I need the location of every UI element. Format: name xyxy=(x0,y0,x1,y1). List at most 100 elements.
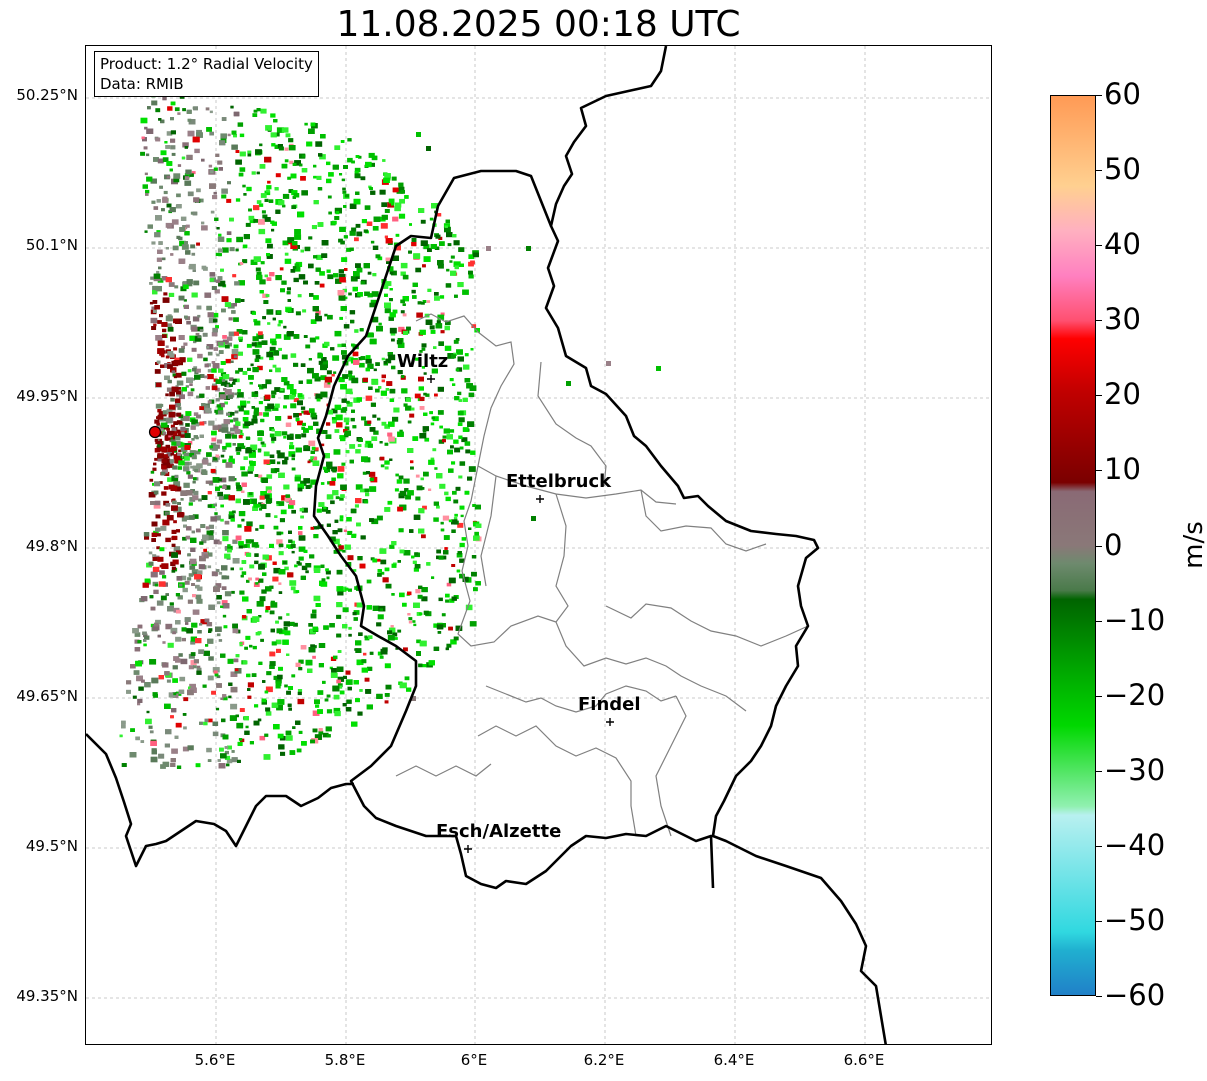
echo-pixel xyxy=(301,410,305,414)
echo-pixel xyxy=(400,271,406,276)
echo-pixel xyxy=(351,227,357,232)
echo-pixel xyxy=(203,266,208,271)
echo-pixel xyxy=(358,438,363,442)
radar-map[interactable] xyxy=(85,45,992,1045)
echo-pixel xyxy=(166,175,171,179)
echo-pixel xyxy=(215,626,222,632)
echo-pixel xyxy=(176,609,181,614)
echo-pixel xyxy=(245,725,249,729)
echo-pixel xyxy=(175,398,181,403)
echo-pixel xyxy=(319,283,325,288)
echo-pixel xyxy=(264,733,269,737)
echo-pixel xyxy=(383,177,390,183)
echo-pixel xyxy=(221,718,226,723)
echo-pixel xyxy=(215,456,220,460)
echo-pixel xyxy=(171,748,178,754)
echo-pixel xyxy=(176,380,184,386)
echo-pixel xyxy=(208,628,213,632)
echo-pixel xyxy=(155,403,162,409)
echo-pixel xyxy=(422,300,427,303)
echo-pixel xyxy=(182,713,187,716)
echo-pixel xyxy=(382,159,386,162)
echo-pixel xyxy=(290,243,298,249)
echo-pixel xyxy=(207,675,214,681)
echo-pixel xyxy=(416,639,421,644)
echo-pixel xyxy=(169,436,173,440)
echo-pixel xyxy=(363,229,368,233)
echo-pixel xyxy=(462,576,469,582)
echo-pixel xyxy=(170,758,176,763)
echo-pixel xyxy=(395,647,399,650)
echo-pixel xyxy=(363,667,369,672)
echo-pixel xyxy=(196,414,201,419)
echo-pixel xyxy=(190,547,196,552)
echo-pixel xyxy=(346,699,352,704)
echo-pixel xyxy=(412,295,417,299)
echo-pixel xyxy=(153,503,161,509)
echo-pixel xyxy=(370,402,376,407)
echo-pixel xyxy=(271,228,275,232)
echo-pixel xyxy=(144,126,148,130)
echo-pixel xyxy=(265,711,272,716)
echo-pixel xyxy=(244,646,248,650)
echo-pixel xyxy=(275,684,281,689)
echo-pixel xyxy=(329,481,336,486)
echo-pixel xyxy=(285,133,291,138)
echo-pixel xyxy=(172,665,178,670)
echo-pixel xyxy=(412,560,417,564)
echo-pixel xyxy=(240,466,246,471)
echo-pixel xyxy=(144,230,148,233)
echo-pixel xyxy=(196,132,203,138)
echo-pixel xyxy=(385,257,391,262)
echo-pixel xyxy=(460,514,464,518)
echo-pixel xyxy=(259,735,266,741)
echo-pixel xyxy=(170,485,178,491)
echo-pixel xyxy=(171,219,179,225)
echo-pixel xyxy=(280,751,286,756)
echo-pixel xyxy=(462,397,468,402)
radar-site-marker[interactable] xyxy=(148,425,162,439)
echo-pixel xyxy=(380,648,388,655)
echo-pixel xyxy=(154,481,161,487)
echo-pixel xyxy=(343,417,350,423)
echo-pixel xyxy=(284,684,288,688)
echo-pixel xyxy=(272,405,279,411)
echo-pixel xyxy=(177,406,182,410)
echo-pixel xyxy=(162,257,166,261)
echo-pixel xyxy=(207,638,214,644)
echo-pixel xyxy=(167,106,173,111)
echo-pixel xyxy=(227,745,232,750)
echo-pixel xyxy=(185,250,191,255)
echo-pixel xyxy=(331,668,337,673)
echo-pixel xyxy=(303,335,308,338)
echo-pixel xyxy=(259,385,264,390)
echo-pixel xyxy=(207,374,214,380)
echo-pixel xyxy=(391,202,395,206)
echo-pixel xyxy=(171,370,176,374)
echo-pixel xyxy=(299,508,304,512)
echo-pixel xyxy=(423,372,427,375)
echo-pixel xyxy=(308,236,313,240)
echo-pixel xyxy=(293,413,299,418)
echo-pixel xyxy=(177,466,183,470)
echo-pixel xyxy=(286,690,291,695)
echo-pixel xyxy=(322,680,326,684)
echo-pixel xyxy=(278,582,282,585)
echo-pixel xyxy=(233,111,240,117)
echo-pixel xyxy=(261,210,266,214)
echo-pixel xyxy=(283,325,287,329)
echo-pixel xyxy=(162,641,166,644)
echo-pixel xyxy=(297,562,302,566)
echo-pixel xyxy=(354,167,361,173)
echo-pixel xyxy=(231,310,236,314)
echo-pixel xyxy=(459,542,465,548)
echo-pixel xyxy=(222,530,229,536)
echo-pixel xyxy=(222,374,230,380)
echo-pixel xyxy=(232,378,237,382)
echo-pixel xyxy=(261,384,267,389)
echo-pixel xyxy=(463,364,470,370)
echo-pixel xyxy=(420,487,425,490)
echo-pixel xyxy=(369,518,374,522)
echo-pixel xyxy=(353,680,359,685)
echo-pixel xyxy=(278,551,284,556)
